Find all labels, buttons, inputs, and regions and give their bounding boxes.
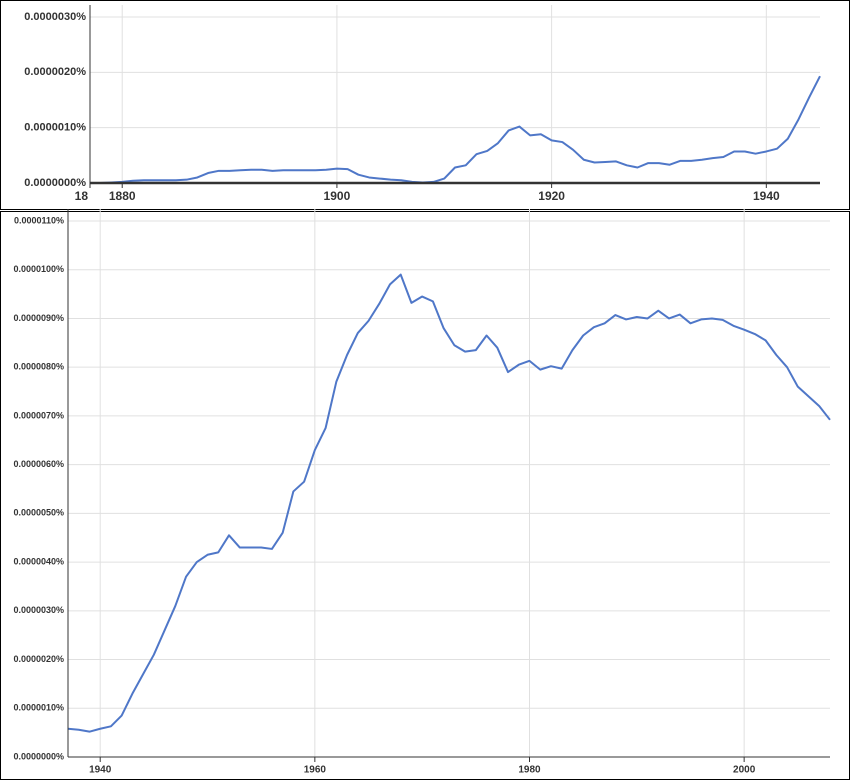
- x-tick-label: 1940: [753, 189, 780, 203]
- y-tick-label: 0.0000000%: [13, 751, 64, 761]
- y-tick-label: 0.0000110%: [14, 215, 64, 225]
- top-panel-border: [0, 0, 850, 210]
- y-tick-label: 0.0000070%: [13, 410, 64, 420]
- y-tick-label: 0.0000020%: [24, 66, 86, 78]
- y-tick-label: 0.0000020%: [13, 654, 64, 664]
- y-tick-label: 0.0000040%: [13, 556, 64, 566]
- y-tick-label: 0.0000080%: [13, 362, 64, 372]
- x-tick-label: 1980: [518, 765, 541, 776]
- bottom-panel-border: [0, 211, 850, 780]
- x-tick-label: 18: [75, 189, 89, 203]
- x-tick-label: 1960: [304, 765, 327, 776]
- y-tick-label: 0.0000000%: [24, 177, 86, 189]
- data-line: [90, 75, 821, 184]
- y-tick-label: 0.0000100%: [13, 264, 64, 274]
- x-tick-label: 1920: [538, 189, 565, 203]
- y-tick-label: 0.0000030%: [13, 605, 64, 615]
- y-tick-label: 0.0000010%: [24, 122, 86, 134]
- y-tick-label: 0.0000010%: [13, 703, 64, 713]
- y-tick-label: 0.0000030%: [24, 11, 86, 23]
- x-tick-label: 2000: [733, 765, 756, 776]
- y-tick-label: 0.0000060%: [13, 459, 64, 469]
- x-tick-label: 1900: [324, 189, 351, 203]
- data-line: [67, 273, 831, 733]
- x-tick-label: 1940: [89, 765, 112, 776]
- y-tick-label: 0.0000050%: [13, 508, 64, 518]
- y-tick-label: 0.0000090%: [13, 313, 64, 323]
- x-tick-label: 1880: [109, 189, 136, 203]
